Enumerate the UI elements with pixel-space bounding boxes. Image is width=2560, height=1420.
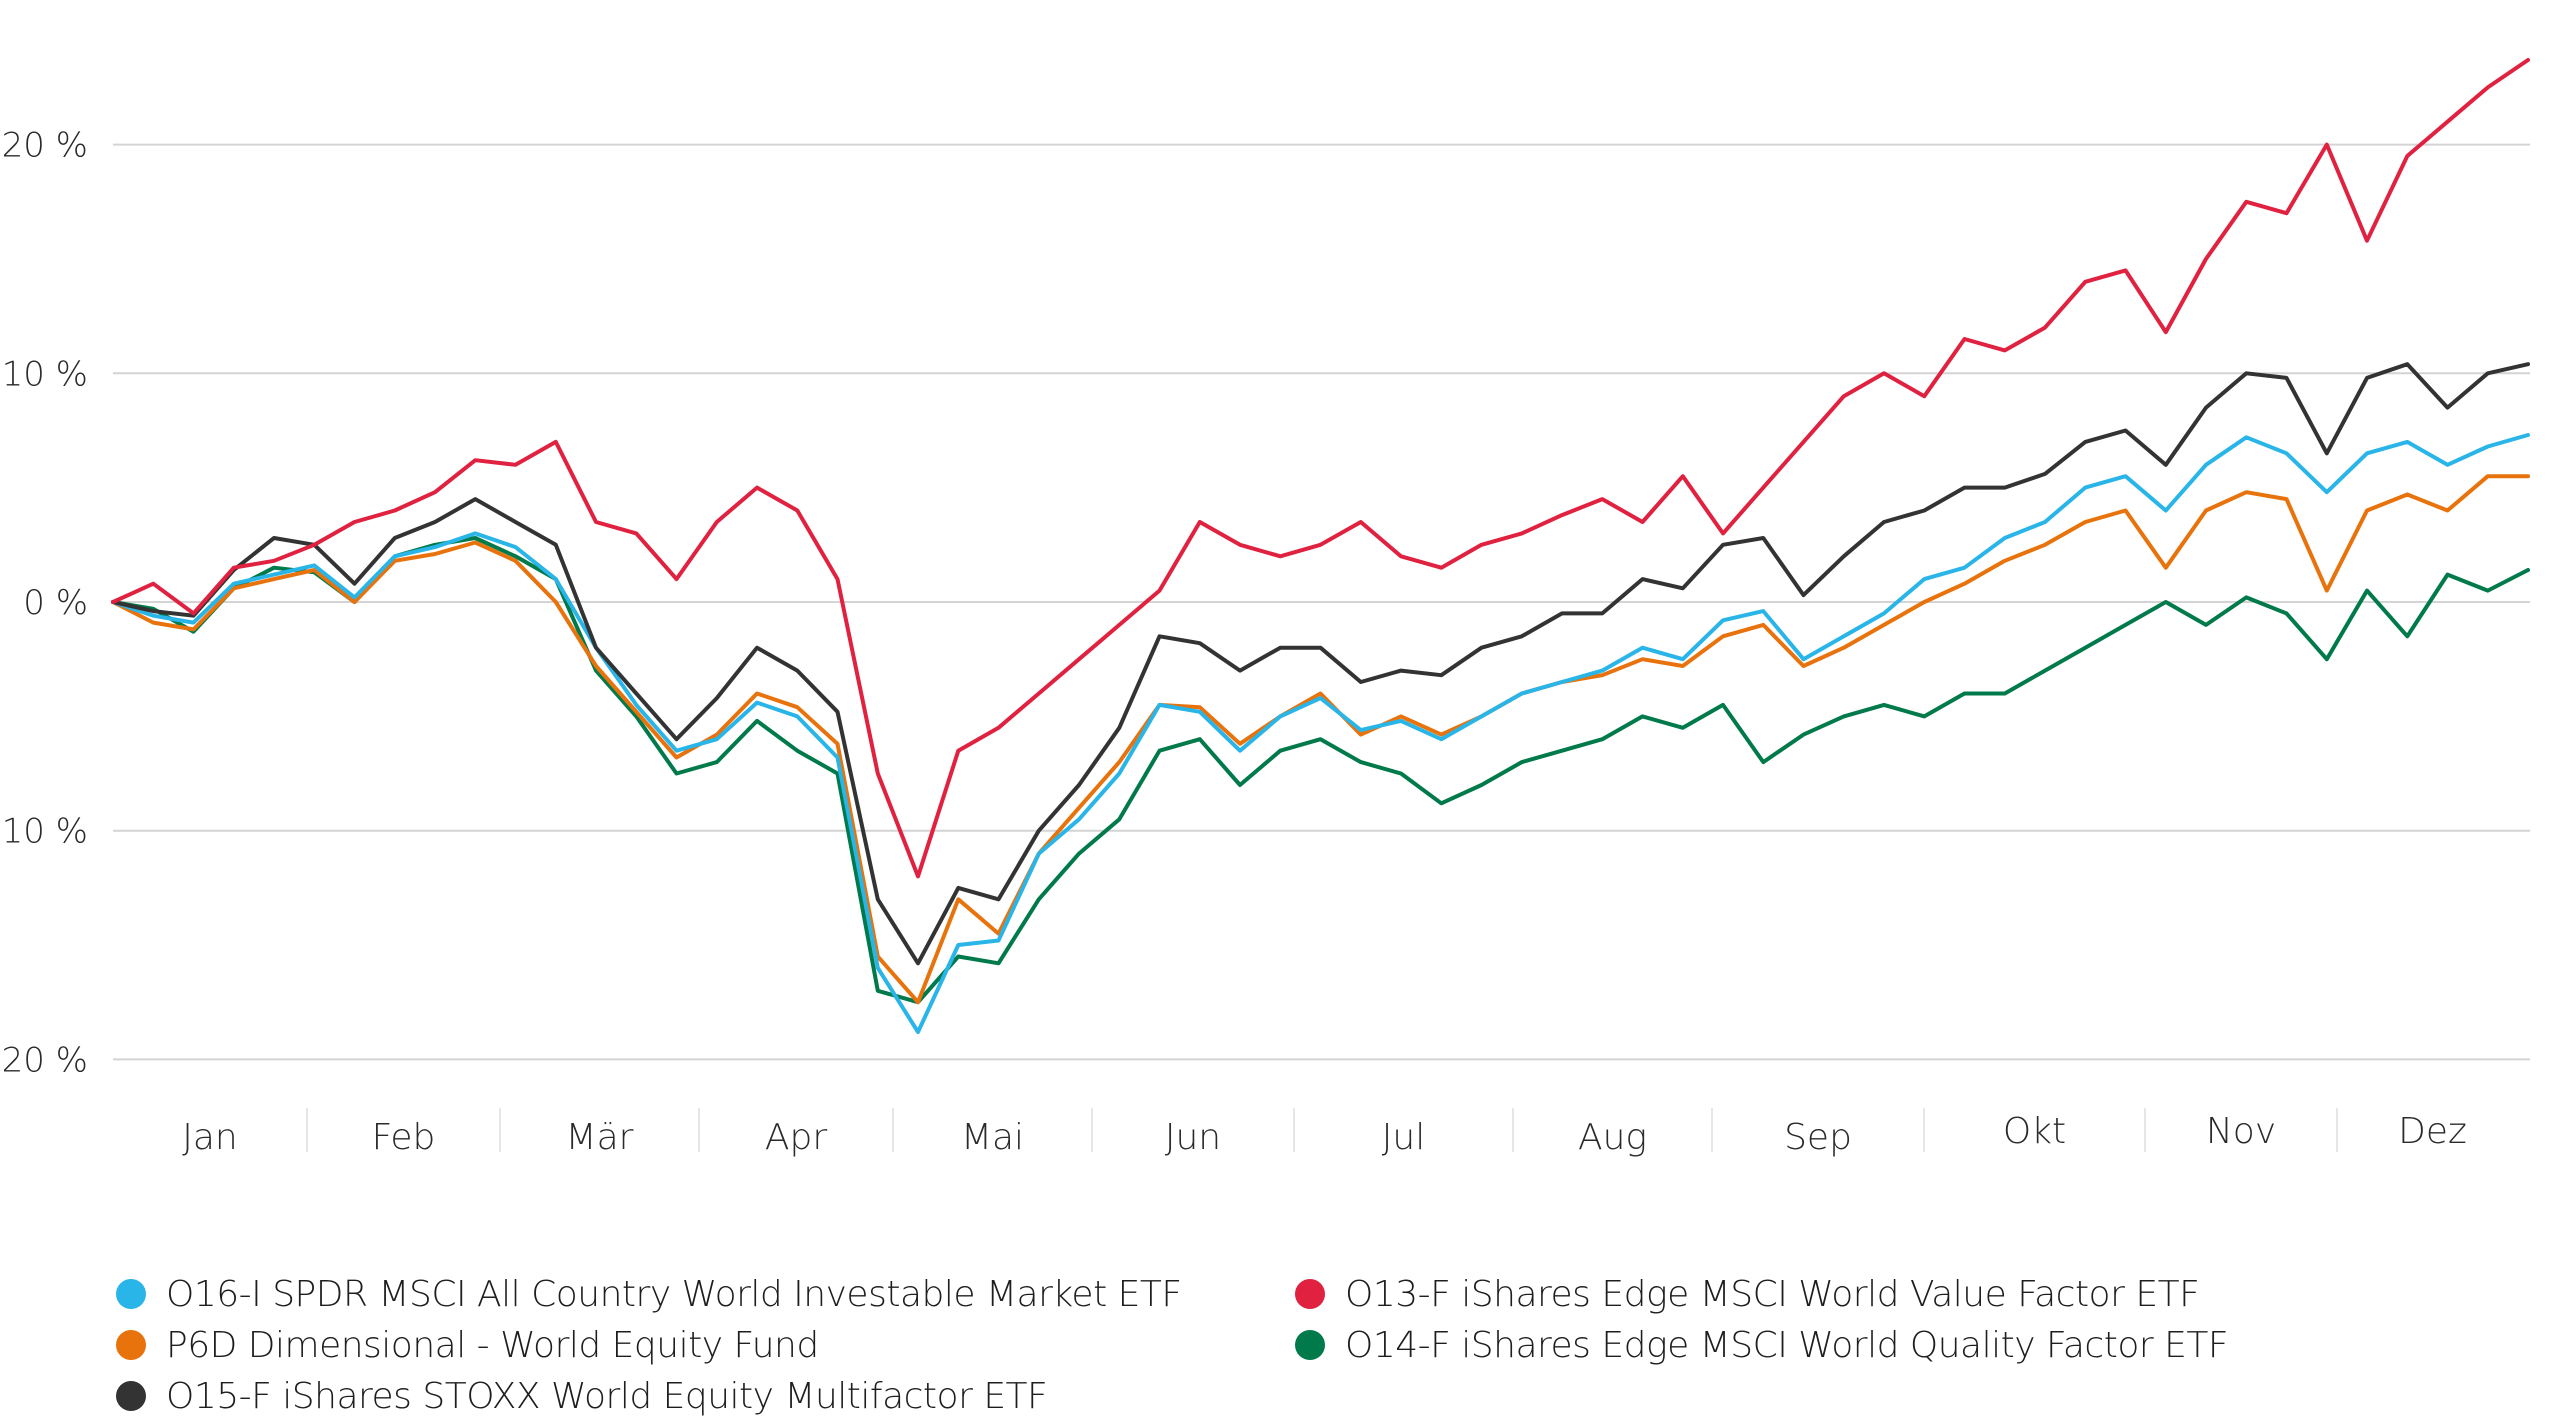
x-tick-label: Jan [182,1117,238,1158]
y-tick-label: -10 % [0,812,88,852]
x-tick-label: Apr [765,1117,827,1158]
series-lines [111,58,2530,1034]
legend-label: O14-F iShares Edge MSCI World Quality Fa… [1345,1324,2229,1366]
x-tick-label: Jul [1382,1117,1425,1158]
legend-label: O16-I SPDR MSCI All Country World Invest… [166,1273,1182,1315]
x-tick-label: Mär [566,1117,634,1158]
series-line-3 [111,58,2530,879]
legend-item[interactable]: O14-F iShares Edge MSCI World Quality Fa… [1295,1323,2229,1367]
y-axis: 20 % 10 % 0 % -10 % -20 % [0,126,88,1081]
y-tick-label: 20 % [2,126,88,166]
legend-item[interactable]: P6D Dimensional - World Equity Fund [116,1323,819,1367]
x-tick-label: Aug [1578,1117,1647,1158]
legend-marker-icon [1295,1279,1325,1309]
x-tick-label: Dez [2398,1111,2467,1152]
y-tick-label: -20 % [0,1040,88,1080]
legend-label: O15-F iShares STOXX World Equity Multifa… [166,1375,1048,1417]
legend-label: O13-F iShares Edge MSCI World Value Fact… [1345,1273,2200,1315]
legend-item[interactable]: O15-F iShares STOXX World Equity Multifa… [116,1374,1048,1418]
y-tick-label: 10 % [2,354,88,394]
x-axis: Jan Feb Mär Apr Mai Jun Jul Aug Sep Okt Nov Dez [182,1108,2467,1158]
legend-marker-icon [1295,1330,1325,1360]
series-line-4 [111,536,2530,1005]
x-tick-label: Okt [2003,1111,2066,1152]
legend-marker-icon [116,1381,146,1411]
y-tick-label: 0 % [23,583,88,623]
gridlines [113,143,2530,1061]
x-tick-label: Mai [961,1117,1024,1158]
legend-marker-icon [116,1279,146,1309]
x-tick-label: Feb [372,1117,436,1158]
line-chart: 20 % 10 % 0 % -10 % -20 % Jan Feb Mär Apr Mai Jun… [0,58,2530,1158]
series-line-0 [111,433,2530,1034]
legend: O16-I SPDR MSCI All Country World Invest… [0,1262,2560,1420]
legend-item[interactable]: O16-I SPDR MSCI All Country World Invest… [116,1272,1182,1316]
x-tick-label: Sep [1784,1117,1852,1158]
x-tick-label: Nov [2206,1111,2276,1152]
x-tick-label: Jun [1165,1117,1221,1158]
legend-marker-icon [116,1330,146,1360]
legend-item[interactable]: O13-F iShares Edge MSCI World Value Fact… [1295,1272,2200,1316]
legend-label: P6D Dimensional - World Equity Fund [166,1324,819,1366]
series-line-2 [111,362,2530,966]
series-line-1 [111,474,2530,1005]
